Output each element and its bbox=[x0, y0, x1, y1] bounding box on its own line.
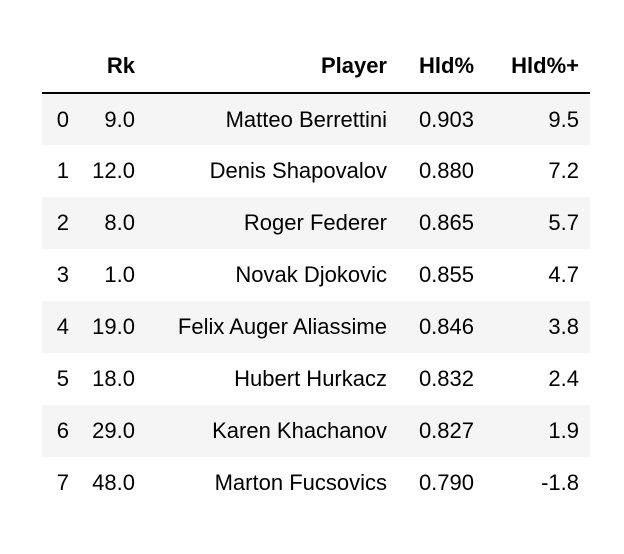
cell-rk: 8.0 bbox=[104, 210, 135, 235]
row-index: 1 bbox=[56, 158, 69, 183]
row-index: 7 bbox=[56, 470, 69, 495]
cell-hld: 0.790 bbox=[418, 470, 474, 495]
cell-player: Hubert Hurkacz bbox=[234, 366, 387, 391]
cell-rk: 19.0 bbox=[92, 314, 135, 339]
row-index: 3 bbox=[56, 262, 69, 287]
cell-player: Roger Federer bbox=[243, 210, 387, 235]
cell-rk: 12.0 bbox=[92, 158, 135, 183]
table-row: 6 29.0 Karen Khachanov 0.827 1.9 bbox=[42, 405, 590, 457]
table-row: 3 1.0 Novak Djokovic 0.855 4.7 bbox=[42, 249, 590, 301]
header-rk: Rk bbox=[80, 40, 146, 94]
table-row: 2 8.0 Roger Federer 0.865 5.7 bbox=[42, 197, 590, 249]
table-row: 4 19.0 Felix Auger Aliassime 0.846 3.8 bbox=[42, 301, 590, 353]
cell-hld-plus: 9.5 bbox=[548, 106, 579, 132]
table-header-row: Rk Player Hld% Hld%+ bbox=[42, 40, 590, 94]
cell-hld: 0.880 bbox=[418, 158, 474, 183]
cell-hld-plus: -1.8 bbox=[541, 470, 579, 495]
cell-rk: 18.0 bbox=[92, 366, 135, 391]
table-row: 7 48.0 Marton Fucsovics 0.790 -1.8 bbox=[42, 457, 590, 509]
header-hld-plus: Hld%+ bbox=[485, 40, 590, 94]
row-index: 4 bbox=[56, 314, 69, 339]
cell-hld-plus: 4.7 bbox=[548, 262, 579, 287]
cell-player: Novak Djokovic bbox=[235, 262, 387, 287]
table-row: 5 18.0 Hubert Hurkacz 0.832 2.4 bbox=[42, 353, 590, 405]
header-index bbox=[42, 40, 80, 94]
cell-hld: 0.827 bbox=[418, 418, 474, 443]
table-row: 0 9.0 Matteo Berrettini 0.903 9.5 bbox=[42, 93, 590, 145]
cell-hld-plus: 1.9 bbox=[548, 418, 579, 443]
table-body: 0 9.0 Matteo Berrettini 0.903 9.5 1 12.0 Denis … bbox=[42, 93, 590, 509]
cell-hld: 0.865 bbox=[418, 210, 474, 235]
cell-hld-plus: 3.8 bbox=[548, 314, 579, 339]
cell-rk: 9.0 bbox=[104, 106, 135, 132]
cell-player: Denis Shapovalov bbox=[209, 158, 387, 183]
cell-hld: 0.903 bbox=[418, 106, 474, 132]
cell-hld-plus: 2.4 bbox=[548, 366, 579, 391]
header-player: Player bbox=[146, 40, 398, 94]
row-index: 5 bbox=[56, 366, 69, 391]
table-row: 1 12.0 Denis Shapovalov 0.880 7.2 bbox=[42, 145, 590, 197]
cell-player: Felix Auger Aliassime bbox=[177, 314, 387, 339]
row-index: 2 bbox=[56, 210, 69, 235]
cell-hld: 0.855 bbox=[418, 262, 474, 287]
row-index: 0 bbox=[56, 106, 69, 132]
cell-rk: 1.0 bbox=[104, 262, 135, 287]
cell-player: Matteo Berrettini bbox=[225, 106, 387, 132]
dataframe-output: Rk Player Hld% Hld%+ 0 9.0 Matteo Berretti… bbox=[42, 40, 590, 509]
cell-hld-plus: 5.7 bbox=[548, 210, 579, 235]
row-index: 6 bbox=[56, 418, 69, 443]
cell-hld: 0.832 bbox=[418, 366, 474, 391]
players-table: Rk Player Hld% Hld%+ 0 9.0 Matteo Berretti… bbox=[42, 40, 590, 509]
cell-hld-plus: 7.2 bbox=[548, 158, 579, 183]
cell-rk: 29.0 bbox=[92, 418, 135, 443]
cell-player: Marton Fucsovics bbox=[214, 470, 387, 495]
header-hld: Hld% bbox=[398, 40, 485, 94]
cell-rk: 48.0 bbox=[92, 470, 135, 495]
cell-player: Karen Khachanov bbox=[212, 418, 387, 443]
cell-hld: 0.846 bbox=[418, 314, 474, 339]
